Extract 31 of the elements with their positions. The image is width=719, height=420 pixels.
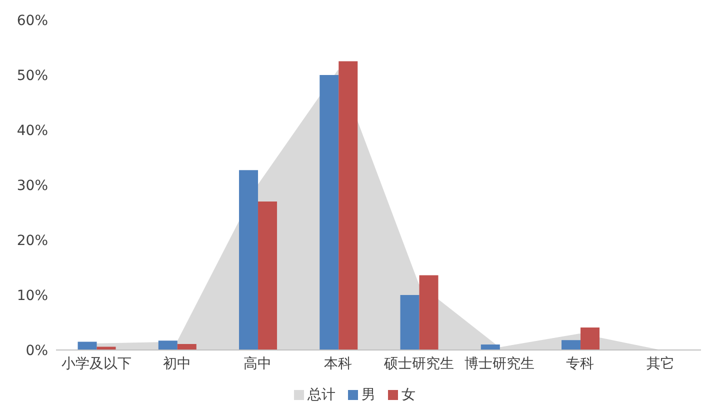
legend-label: 总计 bbox=[308, 386, 336, 404]
x-tick-label: 其它 bbox=[646, 356, 675, 372]
bar bbox=[338, 61, 358, 350]
x-tick-label: 高中 bbox=[244, 356, 272, 372]
x-tick-label: 本科 bbox=[324, 356, 352, 372]
bar bbox=[480, 344, 500, 350]
y-tick-label: 20% bbox=[16, 232, 48, 249]
bar bbox=[177, 344, 196, 350]
bar bbox=[400, 295, 420, 350]
x-tick-label: 博士研究生 bbox=[464, 356, 534, 372]
bar bbox=[320, 75, 339, 350]
bar bbox=[258, 202, 278, 350]
bar bbox=[158, 340, 178, 350]
legend-label: 女 bbox=[402, 386, 416, 404]
bar bbox=[78, 342, 97, 350]
y-tick-label: 60% bbox=[16, 12, 48, 29]
y-tick-label: 10% bbox=[16, 288, 48, 304]
x-tick-label: 硕士研究生 bbox=[382, 356, 454, 372]
y-tick-label: 0% bbox=[26, 342, 48, 359]
y-tick-label: 40% bbox=[16, 122, 48, 139]
bar bbox=[239, 170, 258, 350]
y-tick-label: 50% bbox=[16, 68, 48, 84]
y-tick-label: 30% bbox=[16, 178, 48, 194]
bar bbox=[96, 346, 116, 350]
x-tick-label: 专科 bbox=[566, 356, 594, 372]
bar bbox=[580, 327, 600, 350]
bar bbox=[419, 275, 438, 350]
x-tick-label: 初中 bbox=[162, 356, 191, 372]
bar bbox=[562, 340, 581, 350]
legend-label: 男 bbox=[362, 386, 376, 404]
x-tick-label: 小学及以下 bbox=[61, 356, 132, 372]
